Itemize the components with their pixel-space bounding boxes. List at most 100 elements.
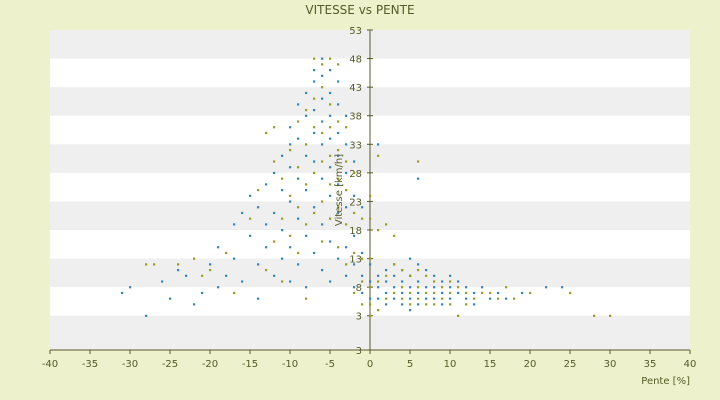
scatter-point — [425, 269, 428, 272]
scatter-point — [441, 303, 444, 306]
scatter-point — [409, 274, 412, 277]
chart-title: VITESSE vs PENTE — [305, 3, 414, 17]
scatter-point — [385, 269, 388, 272]
y-tick-label: 43 — [349, 83, 362, 94]
y-tick-label: 38 — [349, 112, 362, 123]
x-tick-label: 10 — [444, 359, 457, 370]
scatter-point — [369, 314, 372, 317]
scatter-point — [273, 126, 276, 129]
scatter-point — [321, 57, 324, 60]
scatter-point — [337, 257, 340, 260]
scatter-point — [465, 291, 468, 295]
scatter-point — [289, 166, 292, 169]
scatter-point — [353, 291, 356, 295]
scatter-point — [377, 309, 380, 312]
scatter-point — [377, 274, 380, 277]
x-tick-label: -25 — [162, 359, 178, 370]
plot-background — [50, 30, 690, 351]
scatter-point — [441, 286, 444, 289]
scatter-point — [265, 183, 268, 186]
y-tick-label: 3 — [356, 312, 362, 323]
scatter-point — [481, 286, 484, 289]
scatter-point — [425, 291, 428, 295]
scatter-point — [273, 274, 276, 277]
scatter-point — [393, 274, 396, 277]
scatter-point — [281, 229, 284, 232]
scatter-point — [289, 280, 292, 283]
scatter-point — [401, 297, 404, 300]
scatter-point — [409, 303, 412, 306]
scatter-point — [161, 280, 164, 283]
scatter-point — [393, 291, 396, 295]
scatter-point — [281, 177, 284, 180]
scatter-point — [281, 189, 284, 192]
scatter-point — [497, 297, 500, 300]
scatter-point — [145, 314, 148, 317]
scatter-point — [305, 234, 308, 237]
scatter-point — [369, 194, 372, 197]
scatter-point — [337, 246, 340, 249]
scatter-point — [265, 246, 268, 249]
scatter-point — [473, 291, 476, 295]
scatter-point — [417, 291, 420, 295]
scatter-point — [313, 206, 316, 209]
scatter-point — [409, 309, 412, 312]
scatter-point — [385, 297, 388, 300]
scatter-point — [521, 291, 524, 295]
scatter-point — [265, 131, 268, 135]
scatter-point — [329, 103, 332, 106]
scatter-point — [321, 86, 324, 89]
scatter-point — [337, 149, 340, 152]
scatter-point — [233, 291, 236, 295]
scatter-point — [345, 223, 348, 226]
scatter-point — [345, 263, 348, 266]
scatter-point — [361, 206, 364, 209]
scatter-point — [321, 74, 324, 77]
scatter-point — [393, 297, 396, 300]
x-tick-label: 20 — [524, 359, 537, 370]
scatter-point — [281, 154, 284, 157]
x-tick-label: -15 — [242, 359, 258, 370]
scatter-point — [353, 263, 356, 266]
scatter-point — [225, 274, 228, 277]
scatter-point — [265, 269, 268, 272]
scatter-point — [305, 91, 308, 95]
scatter-point — [481, 291, 484, 295]
scatter-point — [321, 200, 324, 203]
scatter-point — [505, 297, 508, 300]
scatter-point — [369, 286, 372, 289]
scatter-point — [289, 194, 292, 197]
scatter-point — [169, 297, 172, 300]
scatter-point — [561, 286, 564, 289]
scatter-point — [313, 160, 316, 163]
scatter-point — [249, 217, 252, 220]
scatter-point — [401, 291, 404, 295]
scatter-point — [449, 297, 452, 300]
scatter-point — [409, 291, 412, 295]
scatter-point — [345, 206, 348, 209]
scatter-point — [225, 251, 228, 255]
scatter-point — [449, 274, 452, 277]
scatter-point — [321, 63, 324, 66]
scatter-point — [297, 120, 300, 123]
scatter-point — [361, 303, 364, 306]
scatter-point — [121, 291, 124, 295]
scatter-point — [417, 297, 420, 300]
y-tick-label: 13 — [349, 255, 362, 266]
scatter-point — [313, 171, 316, 175]
scatter-point — [353, 234, 356, 237]
scatter-point — [257, 297, 260, 300]
scatter-point — [529, 291, 532, 295]
scatter-point — [369, 263, 372, 266]
data-points — [121, 57, 612, 317]
scatter-point — [337, 206, 340, 209]
scatter-point — [457, 280, 460, 283]
scatter-point — [177, 269, 180, 272]
scatter-point — [313, 109, 316, 112]
scatter-point — [209, 269, 212, 272]
scatter-point — [217, 246, 220, 249]
scatter-point — [489, 291, 492, 295]
scatter-point — [353, 211, 356, 215]
scatter-point — [409, 286, 412, 289]
